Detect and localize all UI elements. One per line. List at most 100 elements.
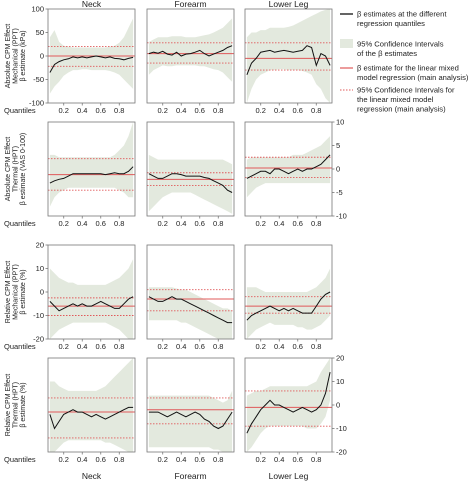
x-tick-label: 0.2 bbox=[59, 342, 69, 351]
panel-plot-area bbox=[48, 259, 135, 339]
legend-label: β estimate for the linear mixed bbox=[357, 64, 459, 73]
x-axis-label: Quantiles bbox=[4, 219, 36, 228]
y-axis-label-line: Relative CPM Effect bbox=[5, 374, 12, 437]
panel-0-0: 0.2 0.4 0.6 0.8 -100 -50 0 50 100 bbox=[29, 5, 136, 115]
x-tick-label: 0.6 bbox=[195, 219, 205, 228]
y-tick-label: -20 bbox=[336, 448, 347, 457]
x-tick-label: 0.2 bbox=[59, 219, 69, 228]
bottom-column-title: Neck bbox=[82, 471, 102, 481]
y-tick-label: 0 bbox=[336, 401, 340, 410]
x-tick-label: 0.8 bbox=[213, 342, 223, 351]
x-tick-label: 0.6 bbox=[293, 106, 303, 115]
beta-series-line bbox=[49, 296, 134, 312]
panel-3-0: 0.2 0.4 0.6 0.8 bbox=[47, 357, 136, 464]
beta-series-line bbox=[148, 296, 233, 324]
confidence-band bbox=[148, 154, 233, 214]
x-tick-label: 0.8 bbox=[213, 219, 223, 228]
legend-label: of the β estimates bbox=[357, 49, 417, 58]
y-tick-label: 10 bbox=[336, 377, 344, 386]
panel-2-0: 0.2 0.4 0.6 0.8 -20 -10 0 10 20 bbox=[33, 241, 136, 351]
y-axis-label-line: β estimate (VAS 0-100) bbox=[20, 133, 27, 205]
y-axis-label: Relative CPM EffectThermal (HPT)β estima… bbox=[5, 374, 27, 437]
beta-series-line bbox=[49, 55, 134, 73]
x-tick-label: 0.2 bbox=[158, 455, 168, 464]
x-tick-label: 0.6 bbox=[195, 455, 205, 464]
x-tick-label: 0.8 bbox=[311, 106, 321, 115]
confidence-band bbox=[246, 358, 331, 452]
x-tick-label: 0.2 bbox=[256, 106, 266, 115]
row-1: Absolute CPM EffectThermal (HPT)β estima… bbox=[4, 118, 347, 228]
x-tick-label: 0.2 bbox=[59, 106, 69, 115]
y-tick-label: -10 bbox=[33, 311, 44, 320]
confidence-band bbox=[148, 287, 233, 339]
x-tick-label: 0.6 bbox=[96, 455, 106, 464]
row-3: Relative CPM EffectThermal (HPT)β estima… bbox=[4, 354, 347, 464]
x-tick-label: 0.8 bbox=[114, 455, 124, 464]
y-axis-label-line: Thermal (HPT) bbox=[13, 146, 20, 192]
column-title: Forearm bbox=[174, 0, 206, 9]
panel-plot-area bbox=[245, 136, 332, 198]
panel-plot-area bbox=[147, 154, 234, 214]
x-axis-label: Quantiles bbox=[4, 455, 36, 464]
beta-series-line bbox=[148, 45, 233, 57]
panel-frame bbox=[146, 121, 235, 217]
y-axis-label-line: β estimate (%) bbox=[20, 269, 27, 314]
panel-frame bbox=[47, 357, 136, 453]
panel-1-1: 0.2 0.4 0.6 0.8 bbox=[146, 121, 235, 228]
x-tick-label: 0.4 bbox=[77, 455, 87, 464]
legend-label: 95% Confidence Intervals bbox=[357, 40, 444, 49]
confidence-band bbox=[246, 9, 331, 103]
x-tick-label: 0.2 bbox=[158, 106, 168, 115]
x-tick-label: 0.6 bbox=[96, 219, 106, 228]
x-tick-label: 0.4 bbox=[274, 455, 284, 464]
y-tick-label: -50 bbox=[33, 75, 44, 84]
x-tick-label: 0.4 bbox=[176, 455, 186, 464]
y-axis-label-line: Thermal (HPT) bbox=[13, 382, 20, 428]
panel-frame bbox=[47, 121, 136, 217]
x-tick-label: 0.8 bbox=[114, 219, 124, 228]
panel-plot-area bbox=[245, 358, 332, 452]
x-tick-label: 0.8 bbox=[114, 106, 124, 115]
confidence-band bbox=[148, 18, 233, 82]
y-tick-label: 50 bbox=[36, 28, 44, 37]
x-tick-label: 0.8 bbox=[114, 342, 124, 351]
y-tick-label: 10 bbox=[36, 264, 44, 273]
y-axis-label-line: β estimate (%) bbox=[20, 382, 27, 427]
x-tick-label: 0.2 bbox=[256, 455, 266, 464]
y-tick-label: -10 bbox=[336, 424, 347, 433]
panel-frame bbox=[244, 244, 333, 340]
legend-label: model regression (main analysis) bbox=[357, 73, 469, 82]
confidence-band bbox=[49, 358, 134, 452]
y-tick-label: 0 bbox=[40, 52, 44, 61]
x-tick-label: 0.4 bbox=[274, 219, 284, 228]
x-tick-label: 0.4 bbox=[176, 219, 186, 228]
y-axis-label-line: Mechanical (PPT) bbox=[13, 28, 20, 84]
panel-1-2: 0.2 0.4 0.6 0.8 -10 -5 0 5 10 bbox=[244, 118, 347, 228]
y-tick-label: 5 bbox=[336, 141, 340, 150]
y-tick-label: -5 bbox=[336, 188, 343, 197]
x-tick-label: 0.4 bbox=[77, 342, 87, 351]
column-title: Lower Leg bbox=[269, 0, 309, 9]
panel-plot-area bbox=[245, 268, 332, 339]
y-axis-label: Absolute CPM EffectMechanical (PPT)β est… bbox=[5, 24, 27, 89]
x-tick-label: 0.4 bbox=[274, 342, 284, 351]
x-tick-label: 0.6 bbox=[293, 455, 303, 464]
beta-series-line bbox=[148, 173, 233, 193]
x-axis-label: Quantiles bbox=[4, 342, 36, 351]
panel-plot-area bbox=[147, 287, 234, 339]
x-tick-label: 0.6 bbox=[96, 106, 106, 115]
x-tick-label: 0.4 bbox=[176, 342, 186, 351]
panel-plot-area bbox=[48, 358, 135, 452]
x-tick-label: 0.8 bbox=[311, 455, 321, 464]
y-axis-label: Absolute CPM EffectThermal (HPT)β estima… bbox=[5, 133, 27, 205]
panel-frame bbox=[244, 8, 333, 104]
y-tick-label: 0 bbox=[40, 288, 44, 297]
x-tick-label: 0.6 bbox=[96, 342, 106, 351]
x-tick-label: 0.4 bbox=[77, 106, 87, 115]
beta-series-line bbox=[246, 291, 331, 321]
beta-series-line bbox=[49, 166, 134, 184]
panel-grid: Absolute CPM EffectMechanical (PPT)β est… bbox=[4, 5, 347, 464]
y-tick-label: 10 bbox=[336, 118, 344, 127]
